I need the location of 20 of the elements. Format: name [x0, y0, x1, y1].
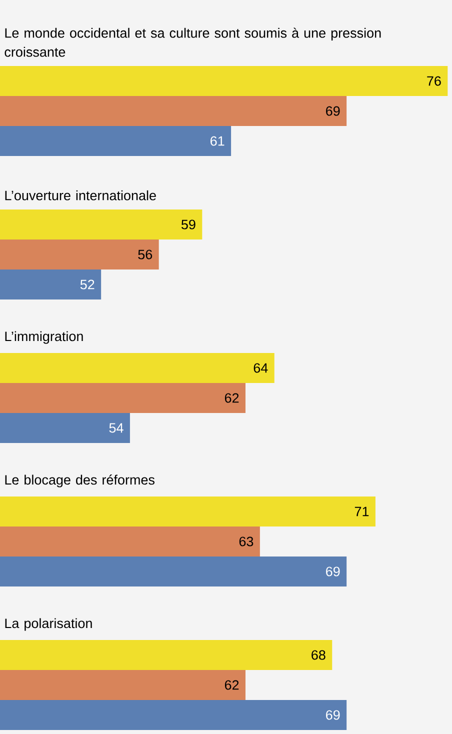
data-label: 59: [181, 220, 196, 230]
y-tick-label: Le monde occidental et sa culture sont soumis à une pression croissante: [4, 28, 381, 57]
data-label: 69: [326, 106, 340, 116]
data-label: 61: [210, 136, 224, 146]
data-label: 71: [354, 506, 369, 516]
y-tick-label: Le blocage des réformes: [5, 474, 154, 488]
y-tick-label: L’ouverture internationale: [5, 190, 156, 200]
data-label: 63: [239, 536, 254, 546]
data-label: 64: [254, 363, 268, 373]
y-tick-label: L’immigration: [5, 331, 83, 344]
data-label: 68: [312, 650, 326, 660]
data-label: 52: [80, 280, 94, 290]
y-tick-label: La polarisation: [5, 618, 92, 631]
data-label: 62: [224, 680, 239, 690]
data-label: 69: [326, 566, 340, 576]
data-label: 56: [138, 250, 152, 260]
data-label: 69: [326, 710, 340, 720]
data-label: 76: [427, 76, 441, 86]
data-label: 54: [109, 423, 124, 433]
data-label: 62: [224, 393, 239, 403]
